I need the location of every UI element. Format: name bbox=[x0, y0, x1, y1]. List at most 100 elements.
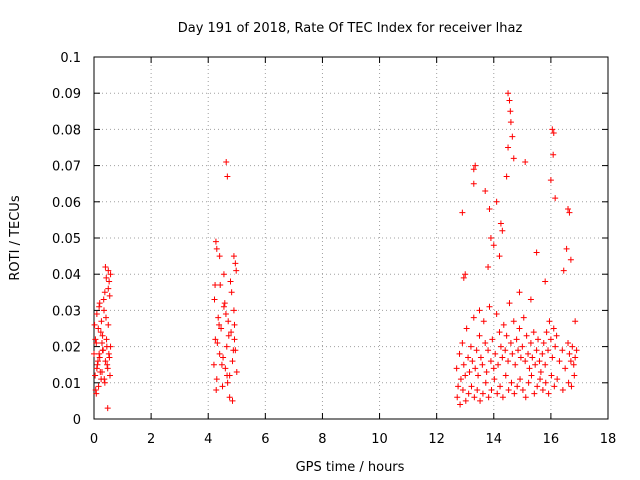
data-point bbox=[549, 354, 556, 361]
data-point bbox=[101, 379, 108, 386]
data-point bbox=[222, 365, 229, 372]
data-point bbox=[106, 372, 113, 379]
data-point bbox=[573, 347, 580, 354]
data-point bbox=[94, 358, 101, 365]
data-point bbox=[507, 108, 514, 115]
x-tick-label: 8 bbox=[318, 432, 326, 447]
data-point bbox=[515, 347, 522, 354]
data-point bbox=[486, 206, 493, 213]
x-tick-label: 10 bbox=[371, 432, 388, 447]
data-point bbox=[560, 267, 567, 274]
data-point bbox=[542, 361, 549, 368]
data-point bbox=[93, 311, 100, 318]
data-point bbox=[96, 350, 103, 357]
data-point bbox=[231, 321, 238, 328]
data-point bbox=[456, 350, 463, 357]
data-point bbox=[545, 390, 552, 397]
data-point bbox=[529, 354, 536, 361]
data-point bbox=[559, 347, 566, 354]
data-point bbox=[505, 358, 512, 365]
data-point bbox=[463, 325, 470, 332]
data-point bbox=[490, 365, 497, 372]
data-point bbox=[472, 365, 479, 372]
data-point bbox=[499, 354, 506, 361]
data-point bbox=[500, 321, 507, 328]
data-point bbox=[479, 390, 486, 397]
data-point bbox=[102, 263, 109, 270]
data-point bbox=[499, 227, 506, 234]
data-point bbox=[477, 354, 484, 361]
data-point bbox=[472, 162, 479, 169]
data-point bbox=[218, 325, 225, 332]
data-point bbox=[99, 347, 106, 354]
data-point bbox=[106, 278, 113, 285]
data-point bbox=[527, 296, 534, 303]
data-point bbox=[217, 282, 224, 289]
data-point bbox=[493, 198, 500, 205]
data-point bbox=[230, 253, 237, 260]
data-point bbox=[106, 354, 113, 361]
data-point bbox=[559, 387, 566, 394]
data-point bbox=[495, 361, 502, 368]
data-point bbox=[455, 383, 462, 390]
data-point bbox=[570, 361, 577, 368]
y-tick-label: 0.09 bbox=[52, 87, 81, 102]
data-point bbox=[572, 354, 579, 361]
y-tick-label: 0.04 bbox=[52, 268, 81, 283]
data-point bbox=[97, 329, 104, 336]
data-point bbox=[96, 354, 103, 361]
y-tick-label: 0.07 bbox=[52, 160, 81, 175]
data-point bbox=[566, 350, 573, 357]
data-point bbox=[105, 350, 112, 357]
data-point bbox=[522, 158, 529, 165]
data-point bbox=[499, 394, 506, 401]
data-point bbox=[454, 394, 461, 401]
data-point bbox=[533, 347, 540, 354]
data-point bbox=[102, 314, 109, 321]
data-point bbox=[497, 383, 504, 390]
data-point bbox=[98, 339, 105, 346]
data-point bbox=[566, 209, 573, 216]
data-point bbox=[98, 376, 105, 383]
data-point bbox=[97, 368, 104, 375]
data-point bbox=[216, 253, 223, 260]
data-point bbox=[107, 271, 114, 278]
data-point bbox=[494, 390, 501, 397]
data-point bbox=[224, 379, 231, 386]
data-point bbox=[468, 383, 475, 390]
data-point bbox=[479, 361, 486, 368]
x-tick-label: 14 bbox=[486, 432, 503, 447]
data-point bbox=[212, 238, 219, 245]
data-point bbox=[462, 372, 469, 379]
x-tick-label: 4 bbox=[204, 432, 212, 447]
data-point bbox=[232, 260, 239, 267]
data-point bbox=[512, 361, 519, 368]
data-point bbox=[537, 368, 544, 375]
data-point bbox=[219, 383, 226, 390]
data-point bbox=[537, 376, 544, 383]
data-point bbox=[526, 365, 533, 372]
data-point bbox=[502, 372, 509, 379]
data-point bbox=[571, 372, 578, 379]
data-point bbox=[565, 339, 572, 346]
data-point bbox=[212, 282, 219, 289]
data-point bbox=[211, 296, 218, 303]
data-point bbox=[469, 358, 476, 365]
data-point bbox=[502, 347, 509, 354]
data-point bbox=[473, 347, 480, 354]
data-point bbox=[220, 271, 227, 278]
x-tick-label: 18 bbox=[600, 432, 617, 447]
data-point bbox=[487, 358, 494, 365]
data-point bbox=[550, 325, 557, 332]
data-point bbox=[552, 195, 559, 202]
data-point bbox=[506, 300, 513, 307]
y-axis-label: ROTI / TECUs bbox=[8, 195, 23, 280]
data-point bbox=[104, 365, 111, 372]
data-point bbox=[457, 376, 464, 383]
data-point bbox=[466, 368, 473, 375]
data-point bbox=[220, 354, 227, 361]
data-point bbox=[507, 119, 514, 126]
data-point bbox=[496, 253, 503, 260]
data-point bbox=[105, 285, 112, 292]
